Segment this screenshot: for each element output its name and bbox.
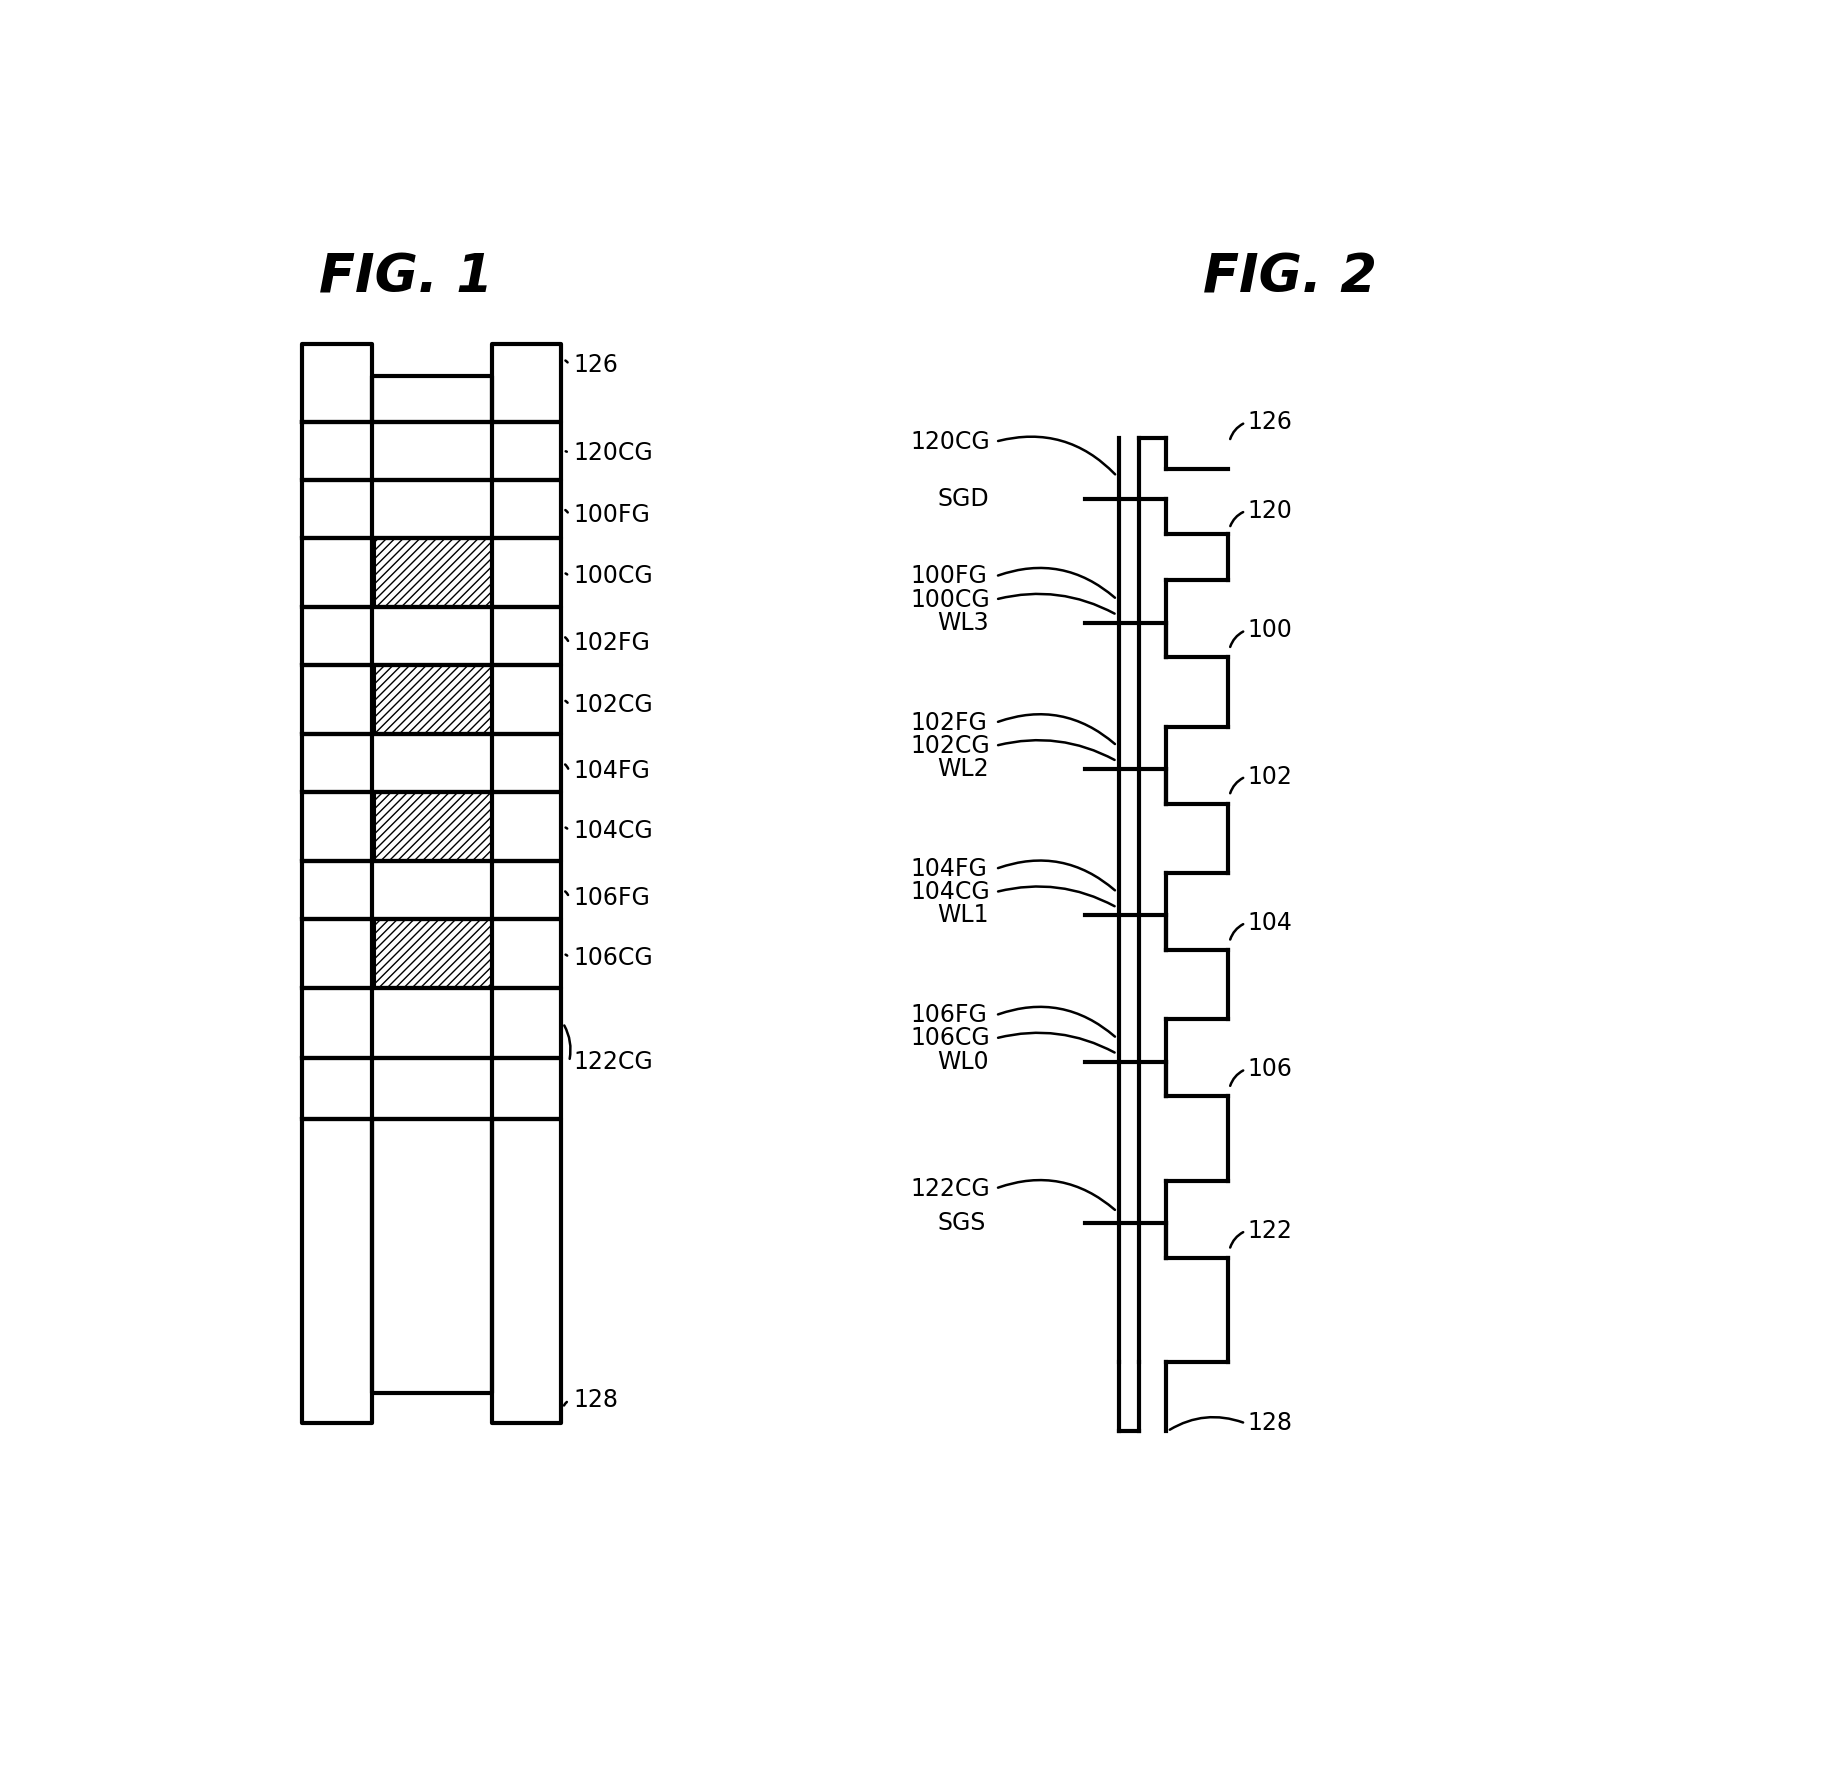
Text: 102CG: 102CG [911,733,989,758]
Text: 122CG: 122CG [573,1050,653,1073]
Text: 106FG: 106FG [911,1003,987,1028]
Text: 100FG: 100FG [911,565,987,588]
Text: 104CG: 104CG [573,819,653,842]
Text: SGD: SGD [938,488,989,511]
Text: 120CG: 120CG [573,442,653,465]
Text: 100FG: 100FG [573,502,650,527]
Text: 100CG: 100CG [911,588,989,611]
Text: 102: 102 [1246,765,1292,789]
Text: 106CG: 106CG [573,946,653,969]
Text: 128: 128 [1246,1411,1292,1436]
Text: 102FG: 102FG [573,631,650,656]
Text: 126: 126 [573,352,619,377]
Text: 104FG: 104FG [573,760,650,783]
Text: FIG. 2: FIG. 2 [1203,252,1376,304]
Text: 102FG: 102FG [911,712,987,735]
Text: FIG. 1: FIG. 1 [319,252,493,304]
Bar [376,665,491,735]
Text: 104: 104 [1246,910,1292,935]
Text: WL0: WL0 [938,1050,989,1073]
Text: 122CG: 122CG [911,1177,989,1200]
Bar [376,538,491,608]
Text: 100CG: 100CG [573,565,653,588]
Text: WL1: WL1 [938,903,989,928]
Text: 126: 126 [1246,411,1292,434]
Text: WL3: WL3 [938,611,989,635]
Text: 120: 120 [1246,499,1292,524]
Text: 106: 106 [1246,1057,1292,1082]
Bar [376,792,491,862]
Text: 102CG: 102CG [573,694,653,717]
Text: SGS: SGS [938,1210,986,1236]
Text: 100: 100 [1246,619,1292,642]
Text: 106CG: 106CG [911,1026,989,1051]
Text: 128: 128 [573,1387,619,1413]
Text: 120CG: 120CG [911,429,989,454]
Bar [376,919,491,989]
Text: 104CG: 104CG [911,880,989,905]
Text: 106FG: 106FG [573,885,650,910]
Text: 122: 122 [1246,1219,1292,1243]
Text: 104FG: 104FG [911,856,987,881]
Text: WL2: WL2 [938,756,989,781]
